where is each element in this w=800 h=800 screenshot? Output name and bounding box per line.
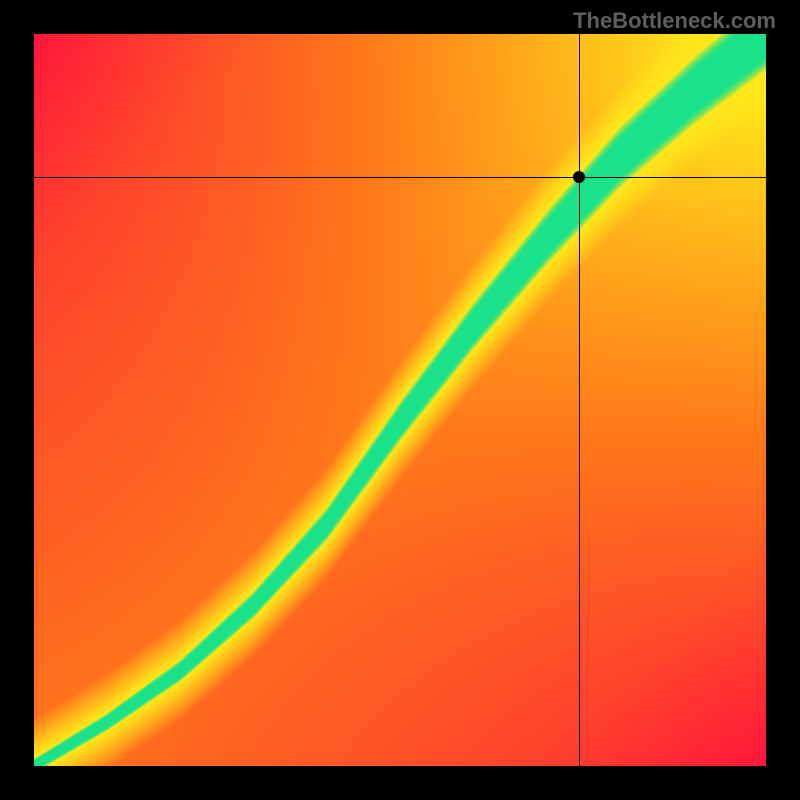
marker-dot — [573, 171, 585, 183]
watermark-text: TheBottleneck.com — [573, 8, 776, 34]
chart-container: TheBottleneck.com — [0, 0, 800, 800]
crosshair-vertical — [579, 34, 580, 766]
crosshair-horizontal — [34, 177, 766, 178]
heatmap-canvas — [34, 34, 766, 766]
heatmap-plot — [34, 34, 766, 766]
